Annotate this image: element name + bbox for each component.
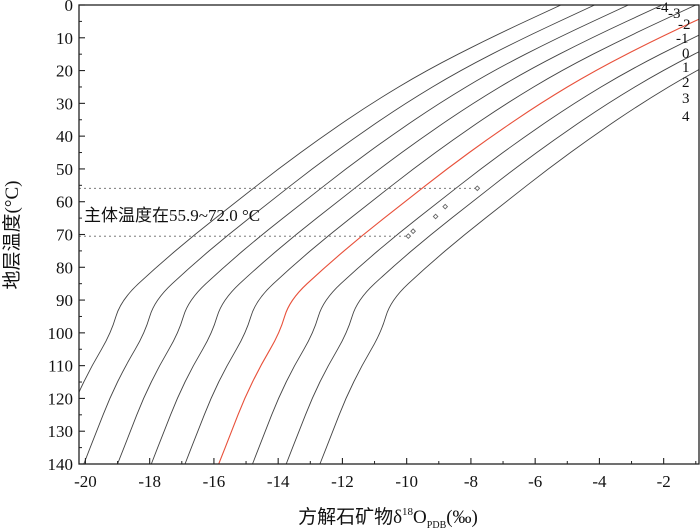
curve-label-1: 1 xyxy=(682,60,690,76)
y-tick-label: 40 xyxy=(56,127,73,146)
x-axis-title-o: O xyxy=(413,507,427,528)
y-tick-label: 70 xyxy=(56,226,73,245)
highlight-point-group xyxy=(405,185,481,239)
curve-label--4: -4 xyxy=(656,0,669,16)
curve-1 xyxy=(218,18,699,464)
x-tick-label: -2 xyxy=(657,472,671,491)
y-tick-label: 50 xyxy=(56,160,73,179)
y-tick-label: 60 xyxy=(56,193,73,212)
y-tick-label: 80 xyxy=(56,258,73,277)
y-tick-label: 0 xyxy=(65,0,74,15)
reference-line-group xyxy=(79,187,478,237)
x-axis-title-unit: (‰) xyxy=(446,507,478,528)
curve--4 xyxy=(79,5,562,394)
curve--1 xyxy=(150,5,663,464)
x-tick-label: -6 xyxy=(528,472,542,491)
curve-3 xyxy=(285,51,699,464)
x-tick-label: -16 xyxy=(203,472,226,491)
x-tick-label: -4 xyxy=(592,472,607,491)
x-tick-label: -12 xyxy=(331,472,354,491)
curve--3 xyxy=(83,5,595,464)
y-tick-label: 110 xyxy=(48,357,73,376)
curve-label--3: -3 xyxy=(668,6,681,22)
data-point-3 xyxy=(410,228,416,235)
y-tick-label: 100 xyxy=(48,324,74,343)
y-tick-label: 20 xyxy=(56,62,73,81)
temperature-range-annotation: 主体温度在55.9~72.0 °C xyxy=(84,206,260,225)
x-tick-label: -14 xyxy=(267,472,290,491)
x-axis-ticks: -20 -18 -16 -14 -12 -10 -8 -6 -4 -2 xyxy=(74,458,697,491)
x-tick-label: -20 xyxy=(74,472,97,491)
y-axis-title: 地层温度(°C) xyxy=(1,181,23,290)
curve-2 xyxy=(252,34,699,464)
y-tick-label: 130 xyxy=(48,422,74,441)
y-tick-label: 30 xyxy=(56,94,73,113)
x-axis-title-main: 方解石矿物δ xyxy=(298,506,402,528)
x-tick-label: -10 xyxy=(395,472,418,491)
x-tick-label: -18 xyxy=(138,472,161,491)
data-point-1 xyxy=(442,203,449,210)
x-axis-title-sub: PDB xyxy=(427,520,447,528)
data-point-4 xyxy=(405,233,412,239)
curve--2 xyxy=(117,5,629,464)
curve-label--1: -1 xyxy=(676,31,689,47)
x-axis-title: 方解石矿物δ18OPDB(‰) xyxy=(298,506,478,528)
y-tick-label: 10 xyxy=(56,29,73,48)
y-tick-label: 120 xyxy=(48,389,74,408)
curve-label--2: -2 xyxy=(678,17,691,33)
curve-4 xyxy=(319,68,699,464)
y-tick-label: 90 xyxy=(56,291,73,310)
data-point-2 xyxy=(432,213,439,220)
y-axis-ticks: 0 10 20 30 40 50 60 70 80 90 100 110 120 130 140 xyxy=(48,0,85,474)
x-axis-title-sup: 18 xyxy=(402,506,414,518)
curve-label-3: 3 xyxy=(682,91,690,107)
curve-0 xyxy=(184,5,696,464)
data-point-0 xyxy=(474,185,481,192)
curve-group xyxy=(79,5,699,464)
curve-label-0: 0 xyxy=(682,46,690,62)
curve-label-4: 4 xyxy=(682,109,690,125)
y-tick-label: 140 xyxy=(48,455,74,474)
x-tick-label: -8 xyxy=(464,472,478,491)
curve-label-2: 2 xyxy=(682,75,690,91)
